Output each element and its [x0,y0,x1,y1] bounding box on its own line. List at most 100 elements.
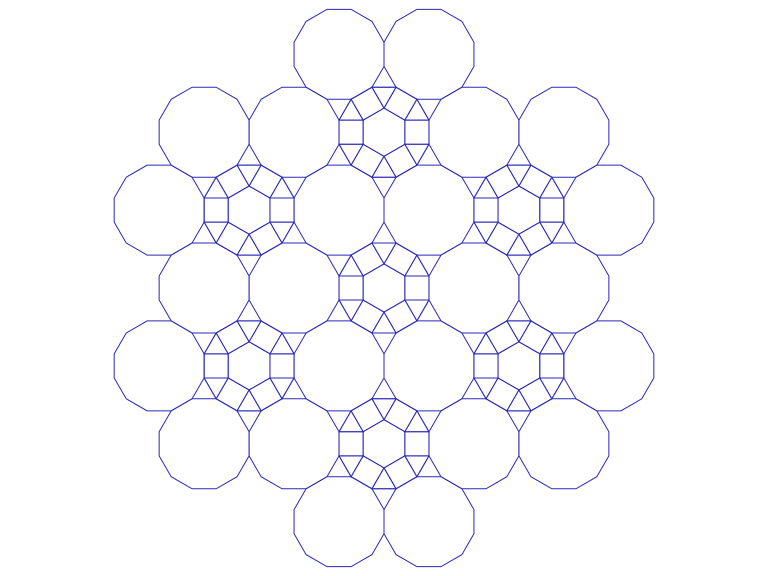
dodecagon [113,320,205,412]
dodecagon [383,476,475,568]
square [485,320,520,355]
dodecagon [113,164,205,256]
square [383,86,418,121]
square [518,221,553,256]
square [518,320,553,355]
dodecagon [428,242,520,334]
dodecagon [518,242,610,334]
triangle [371,398,397,421]
triangle [371,86,397,110]
dodecagon [293,164,385,256]
triangle [538,331,565,355]
triangle [371,242,397,265]
dodecagon [293,320,385,412]
dodecagon [518,398,610,490]
triangle [505,164,532,188]
square [485,377,520,412]
dodecagon [383,164,475,256]
triangle [338,299,364,322]
dodecagon [473,320,565,412]
square [350,242,385,277]
triangle [505,388,532,412]
square [248,221,283,256]
triangle [338,98,364,121]
triangle [404,455,430,478]
triangle [404,98,430,121]
triangle [538,377,565,400]
triangle [269,221,295,245]
dodecagon [203,164,295,256]
square [383,299,418,334]
triangle [203,221,230,245]
triangle [505,233,532,256]
square [404,431,430,457]
triangle [538,221,565,245]
dodecagon [383,8,475,100]
triangle [338,409,364,433]
triangle [338,254,364,277]
triangle [404,299,430,322]
dodecagon [428,86,520,178]
dodecagon [563,164,655,256]
square [203,197,229,223]
square [215,164,250,199]
square [350,398,385,433]
dodecagon [338,86,430,178]
triangle [269,377,295,400]
square [518,377,553,412]
square [215,221,250,256]
square [473,197,499,223]
triangle [473,331,499,355]
dodecagon [338,398,430,490]
triangle [473,176,499,199]
square [383,242,418,277]
triangle [371,466,397,490]
triangle [203,176,230,199]
triangle [404,254,430,277]
square [404,119,430,145]
dodecagon [158,86,250,178]
dodecagon [428,398,520,490]
dodecagon [158,398,250,490]
triangle [404,409,430,433]
hexagon [497,185,541,235]
triangle [505,320,532,343]
dodecagon [248,242,340,334]
square [383,455,418,490]
triangle [371,155,397,178]
dodecagon [473,164,565,256]
dodecagon [293,476,385,568]
dodecagon [158,242,250,334]
dodecagon [518,86,610,178]
square [350,299,385,334]
square [248,164,283,199]
triangle [203,377,230,400]
square [215,320,250,355]
dodecagon [203,320,295,412]
square [383,143,418,178]
square [269,197,295,223]
square [338,275,364,301]
square [215,377,250,412]
dodecagon [293,8,385,100]
square [350,86,385,121]
triangle [236,320,263,343]
square [383,398,418,433]
square [269,353,295,379]
triangle [338,455,364,478]
triangle [538,176,565,199]
triangle [473,377,499,400]
hexagon [362,263,406,313]
square [350,455,385,490]
triangle [236,164,263,188]
triangle [404,143,430,167]
triangle [236,388,263,412]
square [248,320,283,355]
triangle [473,221,499,245]
hexagon [362,419,406,469]
square [485,164,520,199]
dodecagon [563,320,655,412]
square [485,221,520,256]
